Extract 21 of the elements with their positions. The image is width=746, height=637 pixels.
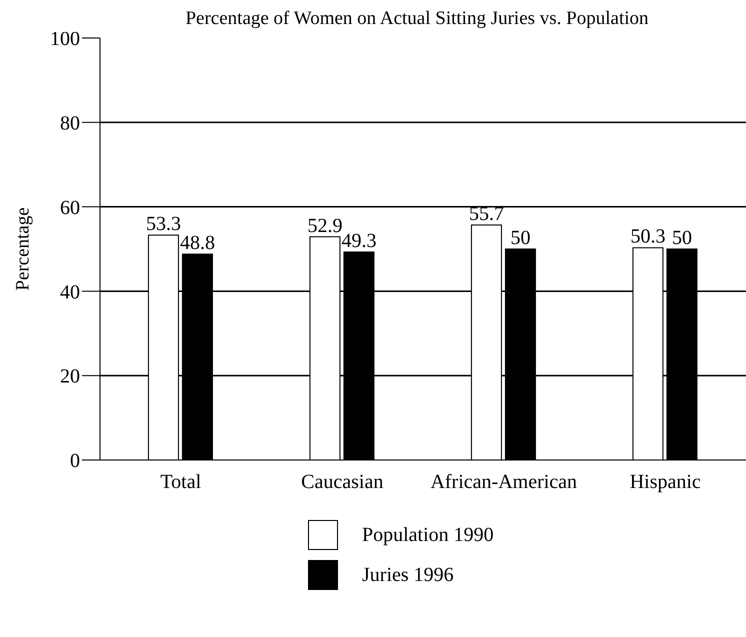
data-label: 48.8 <box>180 232 215 254</box>
chart-title: Percentage of Women on Actual Sitting Juries vs. Population <box>185 8 649 29</box>
x-tick-label: Caucasian <box>301 471 384 494</box>
y-tick-label: 60 <box>60 196 80 219</box>
data-label: 50 <box>510 227 530 249</box>
y-axis-title: Percentage <box>12 207 34 291</box>
legend-label: Population 1990 <box>362 524 494 546</box>
data-label: 50 <box>672 227 692 249</box>
y-tick-label: 40 <box>60 281 80 304</box>
data-label: 50.3 <box>630 226 666 248</box>
x-tick-label: African-American <box>430 471 578 494</box>
x-tick-label: Total <box>160 471 202 494</box>
x-tick-label: Hispanic <box>630 471 701 494</box>
data-label: 52.9 <box>307 214 342 237</box>
y-tick-label: 100 <box>50 28 80 50</box>
y-tick-label: 80 <box>60 112 80 134</box>
data-label: 53.3 <box>146 213 181 236</box>
y-tick-label: 0 <box>70 450 80 472</box>
data-label: 49.3 <box>341 230 376 252</box>
legend-label: Juries 1996 <box>362 564 454 586</box>
y-tick-label: 20 <box>60 366 80 388</box>
